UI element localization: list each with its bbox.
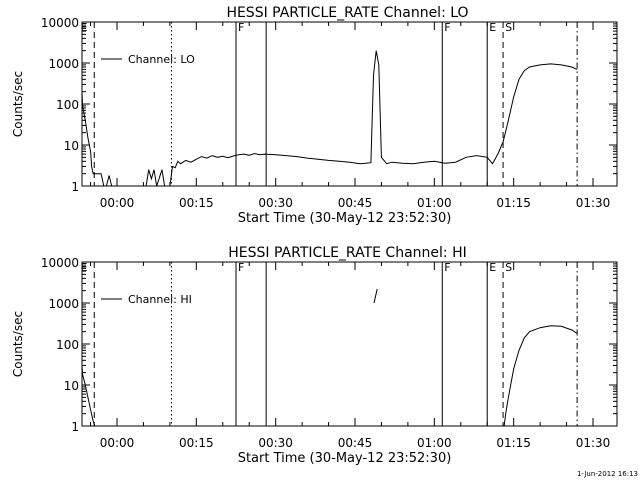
y-tick-label: 10000 xyxy=(41,256,79,270)
event-marker-label: F xyxy=(444,261,450,274)
data-series-line xyxy=(81,360,96,427)
y-tick-label: 1 xyxy=(71,420,79,434)
x-tick-label: 00:30 xyxy=(258,196,293,210)
data-series-line xyxy=(81,50,578,187)
chart-title: HESSI PARTICLE_RATE Channel: LO xyxy=(226,5,468,21)
x-tick-label: 00:30 xyxy=(258,436,293,450)
event-marker-label: S xyxy=(505,21,512,34)
x-tick-label: 01:15 xyxy=(496,436,531,450)
y-tick-label: 1000 xyxy=(48,57,79,71)
x-tick-label: 01:30 xyxy=(576,196,611,210)
x-tick-label: 01:00 xyxy=(417,436,452,450)
y-tick-label: 100 xyxy=(56,338,79,352)
data-series-line xyxy=(503,325,578,427)
x-tick-label: 00:15 xyxy=(179,436,214,450)
x-axis-label: Start Time (30-May-12 23:52:30) xyxy=(238,211,452,226)
x-tick-label: 00:45 xyxy=(338,436,373,450)
chart-title: HESSI PARTICLE_RATE Channel: HI xyxy=(228,245,466,261)
event-marker-label: F xyxy=(238,21,244,34)
x-axis-label: Start Time (30-May-12 23:52:30) xyxy=(238,451,452,466)
y-tick-label: 10000 xyxy=(41,16,79,30)
x-tick-label: 00:00 xyxy=(100,196,135,210)
legend-label: Channel: HI xyxy=(128,293,192,306)
event-marker-label: F xyxy=(444,21,450,34)
panel-lo: HESSI PARTICLE_RATE Channel: LO Counts/se… xyxy=(11,5,618,226)
y-tick-label: 10 xyxy=(64,139,79,153)
x-tick-label: 01:30 xyxy=(576,436,611,450)
x-tick-label: 00:15 xyxy=(179,196,214,210)
event-marker-label: S xyxy=(505,261,512,274)
y-tick-label: 1000 xyxy=(48,297,79,311)
event-marker-label: E xyxy=(489,21,496,34)
x-tick-label: 01:00 xyxy=(417,196,452,210)
data-series-line xyxy=(373,288,378,304)
footer-timestamp: 1-Jun-2012 16:13 xyxy=(577,470,638,478)
plot-frame xyxy=(81,261,618,427)
plot-frame xyxy=(81,21,618,187)
y-tick-label: 10 xyxy=(64,379,79,393)
x-tick-label: 00:00 xyxy=(100,436,135,450)
event-marker-label: E xyxy=(489,261,496,274)
panel-hi: HESSI PARTICLE_RATE Channel: HI Counts/se… xyxy=(11,245,618,466)
x-tick-label: 00:45 xyxy=(338,196,373,210)
x-tick-label: 01:15 xyxy=(496,196,531,210)
legend-label: Channel: LO xyxy=(128,53,195,66)
y-tick-label: 1 xyxy=(71,180,79,194)
y-axis-label: Counts/sec xyxy=(11,71,25,137)
event-marker-label: E xyxy=(81,261,88,274)
y-tick-label: 100 xyxy=(56,98,79,112)
y-axis-label: Counts/sec xyxy=(11,311,25,377)
event-marker-label: E xyxy=(81,21,88,34)
event-marker-label: F xyxy=(238,261,244,274)
